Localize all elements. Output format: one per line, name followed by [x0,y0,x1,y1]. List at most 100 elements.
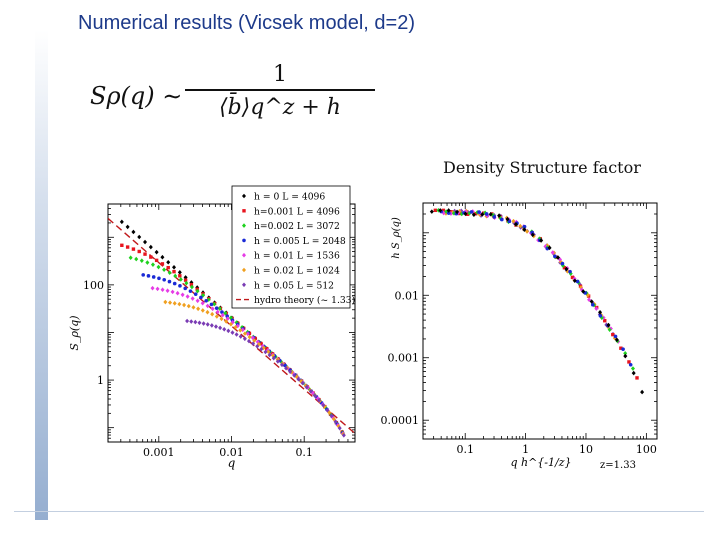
data-point [177,270,182,275]
legend-marker [242,267,246,273]
data-point [155,286,160,292]
y-axis-label: S_ρ(q) [68,315,81,350]
data-point [185,318,190,324]
data-point [446,208,451,213]
data-point [183,278,188,282]
data-point [233,324,238,330]
legend-label: h=0.001 L = 4096 [254,206,340,217]
data-point [522,224,527,229]
data-point [160,254,165,260]
data-point [631,370,636,376]
data-point [575,279,580,284]
legend-label: h = 0.01 L = 1536 [254,251,340,262]
data-point [141,273,146,277]
data-point [598,313,603,318]
data-point [265,346,269,351]
data-point [469,210,474,214]
data-point [463,209,468,214]
data-point [594,306,599,311]
data-point [226,328,231,334]
data-point [459,211,464,217]
data-point [557,257,562,262]
data-point [137,249,141,254]
data-point [590,302,595,307]
data-point [157,276,161,281]
y-tick-label: 1 [97,374,104,387]
data-point [322,404,327,409]
data-point [160,262,165,266]
data-point [188,289,193,293]
data-point [614,337,619,343]
data-point [630,366,635,371]
data-point [172,301,177,306]
legend-label: h=0.002 L = 3072 [254,221,340,232]
data-point [473,212,478,216]
data-point [271,355,276,361]
data-point [167,279,172,284]
data-point [193,292,198,296]
y-tick-label: 0.01 [395,289,420,302]
data-point [139,258,144,263]
data-point [246,338,251,344]
data-point [613,334,618,339]
structure-factor-chart: 0.001 0.01 0.1 1 100 q S_ρ(q) h = 0 L = 4096 h=0… [68,185,356,470]
data-point [172,281,177,286]
data-point [296,376,301,382]
data-point [245,331,250,337]
data-point [635,376,639,380]
data-point [178,274,182,278]
data-point [275,359,280,364]
data-point [327,410,332,415]
data-point [433,208,438,213]
data-point [255,344,260,349]
data-point [621,347,625,351]
data-point [238,328,243,333]
slide-side-accent-bar [35,30,48,520]
data-point [182,302,187,308]
data-point [325,407,330,413]
data-point [522,227,527,233]
data-point [530,232,535,238]
data-point [250,335,255,341]
data-point [146,274,151,278]
data-point [497,213,502,218]
data-point [623,353,628,359]
formula-fraction: 1 ⟨b̄⟩q^z + h [185,62,375,120]
data-point [190,296,195,301]
data-point [205,303,210,309]
chart-title-density-structure-factor: Density Structure factor [443,158,641,177]
data-point [215,309,220,315]
data-point [300,380,305,386]
formula-numerator: 1 [273,62,287,87]
data-point [150,285,155,291]
data-point [585,292,590,298]
data-point [511,218,516,224]
data-point [242,336,247,342]
data-point [518,223,523,229]
data-point [205,322,210,327]
formula-lhs: Sρ(q) ∼ [90,82,183,110]
data-point [457,211,462,216]
x-tick-label: 1 [522,443,529,456]
data-point [568,269,572,274]
data-point [172,269,176,274]
data-point [303,383,308,389]
formula-denominator: ⟨b̄⟩q^z + h [219,94,341,120]
data-point [220,310,224,314]
data-point [484,212,489,216]
data-point [312,393,317,399]
data-point [213,324,218,329]
data-point [235,323,240,329]
legend-label: h = 0.005 L = 2048 [254,236,346,247]
data-point [125,245,130,249]
data-point [429,209,434,214]
data-point [137,234,142,240]
data-point [598,309,603,315]
fraction-bar [185,89,375,91]
data-point [284,365,289,371]
data-point [230,330,235,335]
data-point [252,338,257,343]
data-point [321,402,326,408]
legend-label: h = 0.05 L = 512 [254,280,334,291]
data-point [488,211,493,217]
